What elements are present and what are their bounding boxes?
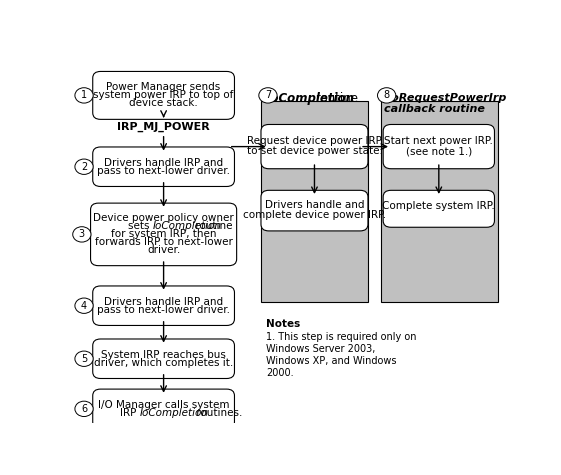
Text: IoCompletion: IoCompletion	[153, 221, 222, 231]
Text: 8: 8	[384, 90, 390, 100]
Text: 7: 7	[265, 90, 271, 100]
Text: routine: routine	[192, 221, 232, 231]
Text: 6: 6	[81, 404, 87, 414]
Text: IoCompletion: IoCompletion	[266, 92, 355, 105]
Text: 3: 3	[79, 229, 85, 239]
Text: Complete system IRP.: Complete system IRP.	[383, 201, 495, 211]
Text: pass to next-lower driver.: pass to next-lower driver.	[97, 166, 230, 176]
FancyBboxPatch shape	[383, 124, 494, 169]
Text: driver.: driver.	[147, 246, 180, 256]
Circle shape	[75, 88, 93, 103]
FancyBboxPatch shape	[261, 190, 368, 231]
Text: routine: routine	[312, 92, 358, 105]
Circle shape	[75, 401, 93, 417]
Text: Windows Server 2003,: Windows Server 2003,	[266, 344, 375, 354]
FancyBboxPatch shape	[93, 339, 234, 379]
Circle shape	[259, 88, 277, 103]
Text: complete device power IRP.: complete device power IRP.	[243, 210, 386, 220]
Text: 1: 1	[81, 90, 87, 100]
Text: Start next power IRP.: Start next power IRP.	[384, 136, 493, 146]
Text: Notes: Notes	[266, 319, 300, 329]
Text: PoRequestPowerIrp: PoRequestPowerIrp	[384, 93, 507, 103]
Text: IoCompletion: IoCompletion	[140, 408, 209, 418]
Text: 2: 2	[81, 162, 87, 172]
Circle shape	[378, 88, 396, 103]
Text: 4: 4	[81, 301, 87, 311]
Circle shape	[75, 298, 93, 314]
FancyBboxPatch shape	[93, 71, 234, 119]
Text: forwards IRP to next-lower: forwards IRP to next-lower	[95, 238, 233, 247]
Text: callback routine: callback routine	[384, 104, 485, 114]
Text: Drivers handle IRP and: Drivers handle IRP and	[104, 158, 223, 168]
Text: Windows XP, and Windows: Windows XP, and Windows	[266, 356, 396, 366]
FancyBboxPatch shape	[261, 124, 368, 169]
Text: 2000.: 2000.	[266, 368, 293, 378]
Text: Device power policy owner: Device power policy owner	[93, 213, 234, 223]
Text: Request device power IRP: Request device power IRP	[247, 136, 382, 146]
Bar	[381, 101, 498, 302]
Text: Drivers handle and: Drivers handle and	[265, 200, 364, 210]
Text: routines.: routines.	[193, 408, 242, 418]
Circle shape	[75, 159, 93, 174]
FancyBboxPatch shape	[93, 286, 234, 325]
Text: driver, which completes it.: driver, which completes it.	[94, 358, 233, 368]
Text: Power Manager sends: Power Manager sends	[107, 82, 220, 92]
Text: system power IRP to top of: system power IRP to top of	[94, 90, 234, 100]
Text: IRP: IRP	[120, 408, 140, 418]
FancyBboxPatch shape	[383, 190, 494, 227]
Text: pass to next-lower driver.: pass to next-lower driver.	[97, 305, 230, 315]
Text: to set device power state.: to set device power state.	[246, 146, 383, 156]
Text: 1. This step is required only on: 1. This step is required only on	[266, 332, 416, 342]
Text: (see note 1.): (see note 1.)	[406, 146, 472, 156]
Text: System IRP reaches bus: System IRP reaches bus	[101, 350, 226, 360]
Circle shape	[73, 227, 91, 242]
Circle shape	[75, 351, 93, 366]
Text: I/O Manager calls system: I/O Manager calls system	[98, 400, 229, 410]
Text: Drivers handle IRP and: Drivers handle IRP and	[104, 297, 223, 307]
FancyBboxPatch shape	[93, 147, 234, 187]
FancyBboxPatch shape	[90, 203, 237, 266]
Bar	[261, 101, 368, 302]
Text: 5: 5	[81, 354, 87, 364]
Text: device stack.: device stack.	[129, 98, 198, 108]
Text: IRP_MJ_POWER: IRP_MJ_POWER	[117, 122, 210, 133]
FancyBboxPatch shape	[93, 389, 234, 428]
Text: for system IRP, then: for system IRP, then	[111, 229, 217, 239]
Text: sets: sets	[128, 221, 153, 231]
